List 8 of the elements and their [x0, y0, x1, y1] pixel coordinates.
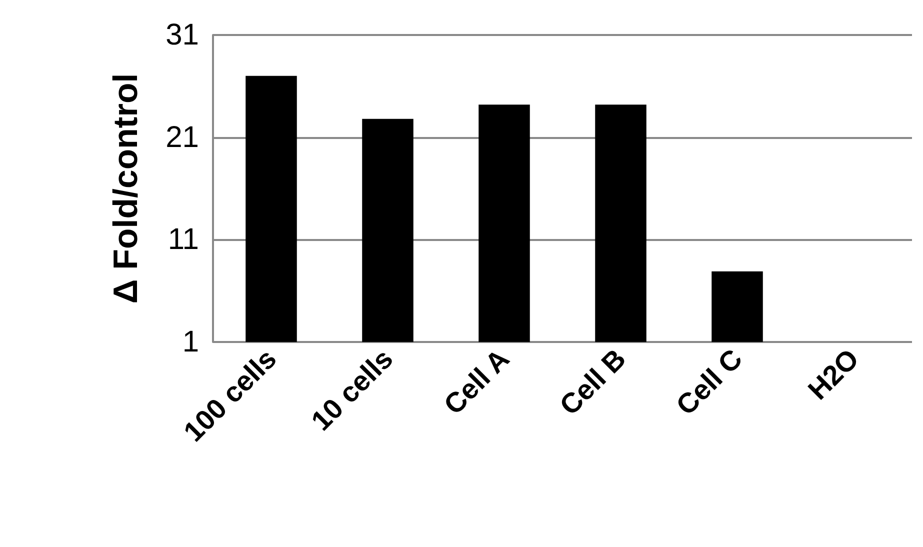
- x-tick-label: Cell A: [438, 343, 516, 420]
- y-tick-label: 31: [166, 18, 199, 52]
- y-axis-title: Δ Fold/control: [107, 73, 145, 304]
- y-tick-label: 21: [166, 120, 199, 154]
- y-tick-label: 1: [182, 326, 199, 358]
- x-tick-label: Cell B: [554, 343, 632, 422]
- x-tick-label: Cell C: [670, 343, 748, 422]
- y-tick-label: 11: [168, 223, 199, 256]
